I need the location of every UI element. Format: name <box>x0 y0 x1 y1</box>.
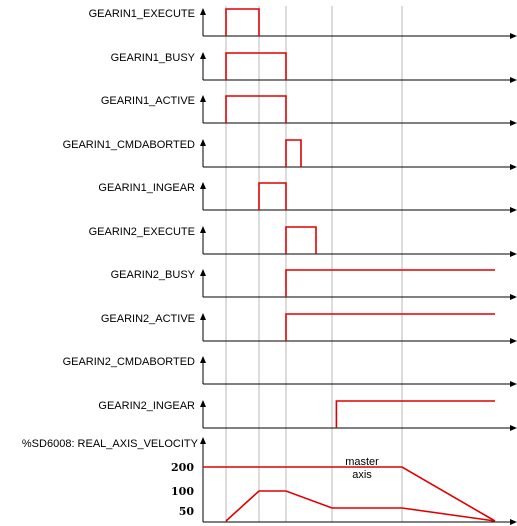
signal-label: GEARIN1_INGEAR <box>98 182 195 194</box>
signal-row: GEARIN1_EXECUTE <box>89 8 517 39</box>
signal-pulse <box>225 8 260 36</box>
signal-pulse <box>225 52 287 80</box>
real-axis-velocity-trace <box>225 490 496 522</box>
signal-row: GEARIN2_ACTIVE <box>101 313 517 344</box>
signal-row: GEARIN1_ACTIVE <box>101 95 517 126</box>
signal-pulse <box>258 182 287 210</box>
y-axis-arrow-icon <box>200 182 206 189</box>
x-axis-arrow-icon <box>510 207 517 213</box>
signal-label: GEARIN1_EXECUTE <box>89 8 195 20</box>
velocity-label: %SD6008: REAL_AXIS_VELOCITY <box>22 438 199 450</box>
x-axis-arrow-icon <box>510 33 517 39</box>
x-axis-arrow-icon <box>510 425 517 431</box>
x-axis-arrow-icon <box>510 381 517 387</box>
signal-row: GEARIN2_INGEAR <box>98 400 517 431</box>
master-axis-annotation-line-2: axis <box>352 469 372 481</box>
y-axis-arrow-icon <box>200 269 206 276</box>
y-axis-arrow-icon <box>200 52 206 59</box>
signal-label: GEARIN1_CMDABORTED <box>63 139 195 151</box>
master-axis-velocity-trace <box>203 466 496 522</box>
signal-row: GEARIN1_INGEAR <box>98 182 517 213</box>
y-axis-arrow-icon <box>200 400 206 407</box>
x-axis-arrow-icon <box>510 338 517 344</box>
signal-pulse <box>225 95 287 123</box>
x-axis-arrow-icon <box>510 120 517 126</box>
x-axis-arrow-icon <box>510 164 517 170</box>
velocity-x-axis-arrow-icon <box>510 519 517 525</box>
y-axis-arrow-icon <box>200 226 206 233</box>
signal-row: GEARIN1_BUSY <box>111 52 517 83</box>
y-tick-100: 100 <box>171 485 194 498</box>
x-axis-arrow-icon <box>510 77 517 83</box>
signal-row: GEARIN2_EXECUTE <box>89 226 517 257</box>
time-guide-lines <box>225 6 403 522</box>
signal-pulse <box>285 313 495 341</box>
signal-row: GEARIN2_BUSY <box>111 269 517 300</box>
signal-row: GEARIN2_CMDABORTED <box>63 356 517 387</box>
y-tick-50: 50 <box>179 505 195 518</box>
signal-pulse <box>285 139 302 167</box>
signal-label: GEARIN2_EXECUTE <box>89 226 195 238</box>
master-axis-annotation-line-1: master <box>345 456 379 468</box>
signal-label: GEARIN2_BUSY <box>111 269 196 281</box>
y-axis-arrow-icon <box>200 356 206 363</box>
x-axis-arrow-icon <box>510 294 517 300</box>
velocity-y-axis-arrow-icon <box>200 437 206 444</box>
signal-pulse <box>335 400 495 428</box>
signal-pulse <box>285 226 317 254</box>
x-axis-arrow-icon <box>510 251 517 257</box>
signal-label: GEARIN1_BUSY <box>111 52 196 64</box>
y-axis-arrow-icon <box>200 139 206 146</box>
signal-row: GEARIN1_CMDABORTED <box>63 139 517 170</box>
y-tick-200: 200 <box>171 461 194 474</box>
signal-pulse <box>285 269 495 297</box>
signal-rows: GEARIN1_EXECUTE GEARIN1_BUSY GEARIN1_ACTIV… <box>63 8 517 431</box>
signal-label: GEARIN2_ACTIVE <box>101 313 195 325</box>
signal-label: GEARIN1_ACTIVE <box>101 95 195 107</box>
y-axis-arrow-icon <box>200 8 206 15</box>
y-axis-arrow-icon <box>200 313 206 320</box>
velocity-panel: %SD6008: REAL_AXIS_VELOCITY 200 100 50 m… <box>22 437 517 525</box>
signal-label: GEARIN2_CMDABORTED <box>63 356 195 368</box>
y-axis-arrow-icon <box>200 95 206 102</box>
signal-label: GEARIN2_INGEAR <box>98 400 195 412</box>
